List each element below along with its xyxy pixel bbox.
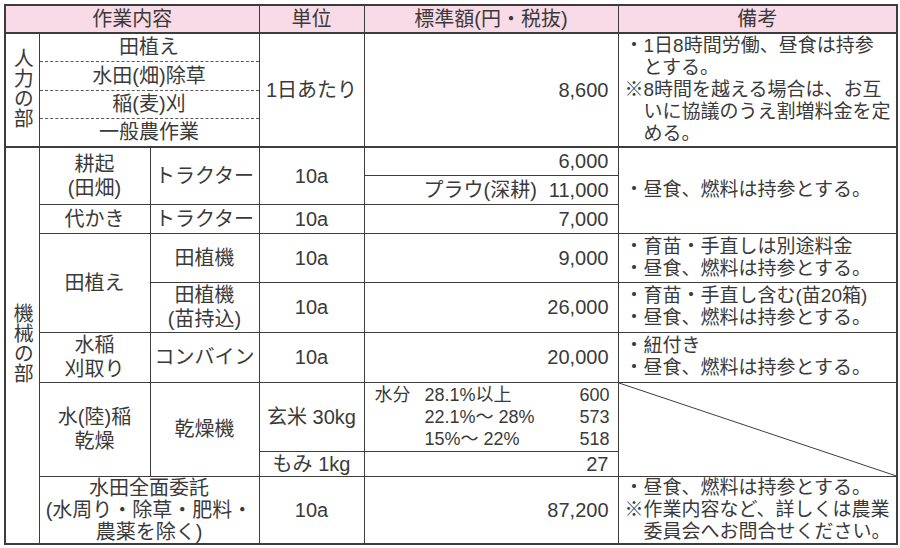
notes-jinriki: ・1日8時間労働、昼食は持参 とする。※8時間を越える場合は、お互 いに協議のう…	[618, 33, 897, 147]
col-header-notes: 備考	[618, 5, 897, 33]
note-line: ・紐付き	[625, 335, 895, 357]
row-kouki-a: 機械の部 耕起 (田畑) トラクター 10a 6,000 ・昼食、燃料は持参とす…	[5, 147, 897, 175]
fee-table: 作業内容 単位 標準額(円・税抜) 備考 人力の部 田植え 1日あたり 8,60…	[4, 4, 898, 545]
work-item-karitori: 水稲 刈取り	[39, 332, 150, 382]
note-line: ・昼食、燃料は持参とする。	[625, 179, 895, 201]
machine-taueki: 田植機	[150, 233, 259, 282]
col-header-price: 標準額(円・税抜)	[364, 5, 618, 33]
diagonal-line	[619, 383, 897, 476]
price-shirokaki: 7,000	[364, 204, 618, 233]
note-line: ・昼食、燃料は持参とする。	[625, 357, 895, 379]
price-itaku: 87,200	[364, 476, 618, 544]
price-momi: 27	[364, 451, 618, 476]
machine-taueki-nae: 田植機 (苗持込)	[150, 282, 259, 332]
col-header-unit: 単位	[259, 5, 364, 33]
note-line: ・育苗・手直しは別途料金	[625, 236, 895, 258]
header-row: 作業内容 単位 標準額(円・税抜) 備考	[5, 5, 897, 33]
section-label-jinriki: 人力の部	[5, 33, 39, 147]
note-line: ・昼食、燃料は持参とする。	[625, 477, 895, 499]
col-header-work: 作業内容	[5, 5, 259, 33]
price-kouki-b: プラウ(深耕)11,000	[364, 175, 618, 204]
note-line: ・昼食、燃料は持参とする。	[625, 307, 895, 329]
notes-taueki-nae: ・育苗・手直し含む(苗20箱)・昼食、燃料は持参とする。	[618, 282, 897, 332]
row-itaku: 水田全面委託 (水周り・除草・肥料・ 農薬を除く) 10a 87,200 ・昼食…	[5, 476, 897, 544]
price-kouki-a: 6,000	[364, 147, 618, 175]
note-line: ・育苗・手直し含む(苗20箱)	[625, 285, 895, 307]
machine-kansou: 乾燥機	[150, 382, 259, 476]
price-jinriki: 8,600	[364, 33, 618, 147]
work-item-josou: 水田(畑)除草	[39, 61, 259, 90]
work-item-kouki: 耕起 (田畑)	[39, 147, 150, 204]
unit-taueki-nae: 10a	[259, 282, 364, 332]
row-taueki: 田植え 田植機 10a 9,000 ・育苗・手直しは別途料金・昼食、燃料は持参と…	[5, 233, 897, 282]
work-item-taue: 田植え	[39, 33, 259, 61]
note-line: ・1日8時間労働、昼食は持参 とする。	[625, 35, 895, 79]
unit-taueki: 10a	[259, 233, 364, 282]
notes-taueki: ・育苗・手直しは別途料金・昼食、燃料は持参とする。	[618, 233, 897, 282]
work-item-kansou: 水(陸)稲 乾燥	[39, 382, 150, 476]
unit-karitori: 10a	[259, 332, 364, 382]
work-item-inekari: 稲(麦)刈	[39, 90, 259, 118]
row-kansou-genmai: 水(陸)稲 乾燥 乾燥機 玄米 30kg 水分28.1%以上600 22.1%〜…	[5, 382, 897, 451]
work-item-shirokaki: 代かき	[39, 204, 150, 233]
work-item-taue-kikai: 田植え	[39, 233, 150, 332]
price-taueki-nae: 26,000	[364, 282, 618, 332]
section-label-kikai: 機械の部	[5, 147, 39, 544]
machine-shirokaki: トラクター	[150, 204, 259, 233]
unit-shirokaki: 10a	[259, 204, 364, 233]
price-genmai: 水分28.1%以上600 22.1%〜 28%573 15%〜 22%518	[364, 382, 618, 451]
note-line: ※8時間を越える場合は、お互 いに協議のうえ割増料金を定 める。	[625, 79, 895, 145]
price-taueki: 9,000	[364, 233, 618, 282]
unit-genmai: 玄米 30kg	[259, 382, 364, 451]
notes-kansou-empty	[618, 382, 897, 476]
notes-kouki: ・昼食、燃料は持参とする。	[618, 147, 897, 233]
machine-kouki: トラクター	[150, 147, 259, 204]
notes-karitori: ・紐付き・昼食、燃料は持参とする。	[618, 332, 897, 382]
row-jinriki-taue: 人力の部 田植え 1日あたり 8,600 ・1日8時間労働、昼食は持参 とする。…	[5, 33, 897, 61]
note-line: ※作業内容など、詳しくは農業 委員会へお問合せください。	[625, 499, 895, 543]
notes-itaku: ・昼食、燃料は持参とする。※作業内容など、詳しくは農業 委員会へお問合せください…	[618, 476, 897, 544]
unit-itaku: 10a	[259, 476, 364, 544]
machine-karitori: コンバイン	[150, 332, 259, 382]
unit-jinriki: 1日あたり	[259, 33, 364, 147]
unit-momi: もみ 1kg	[259, 451, 364, 476]
unit-kouki: 10a	[259, 147, 364, 204]
work-item-itaku: 水田全面委託 (水周り・除草・肥料・ 農薬を除く)	[39, 476, 259, 544]
price-karitori: 20,000	[364, 332, 618, 382]
row-karitori: 水稲 刈取り コンバイン 10a 20,000 ・紐付き・昼食、燃料は持参とする…	[5, 332, 897, 382]
work-item-ippan: 一般農作業	[39, 118, 259, 147]
note-line: ・昼食、燃料は持参とする。	[625, 258, 895, 280]
